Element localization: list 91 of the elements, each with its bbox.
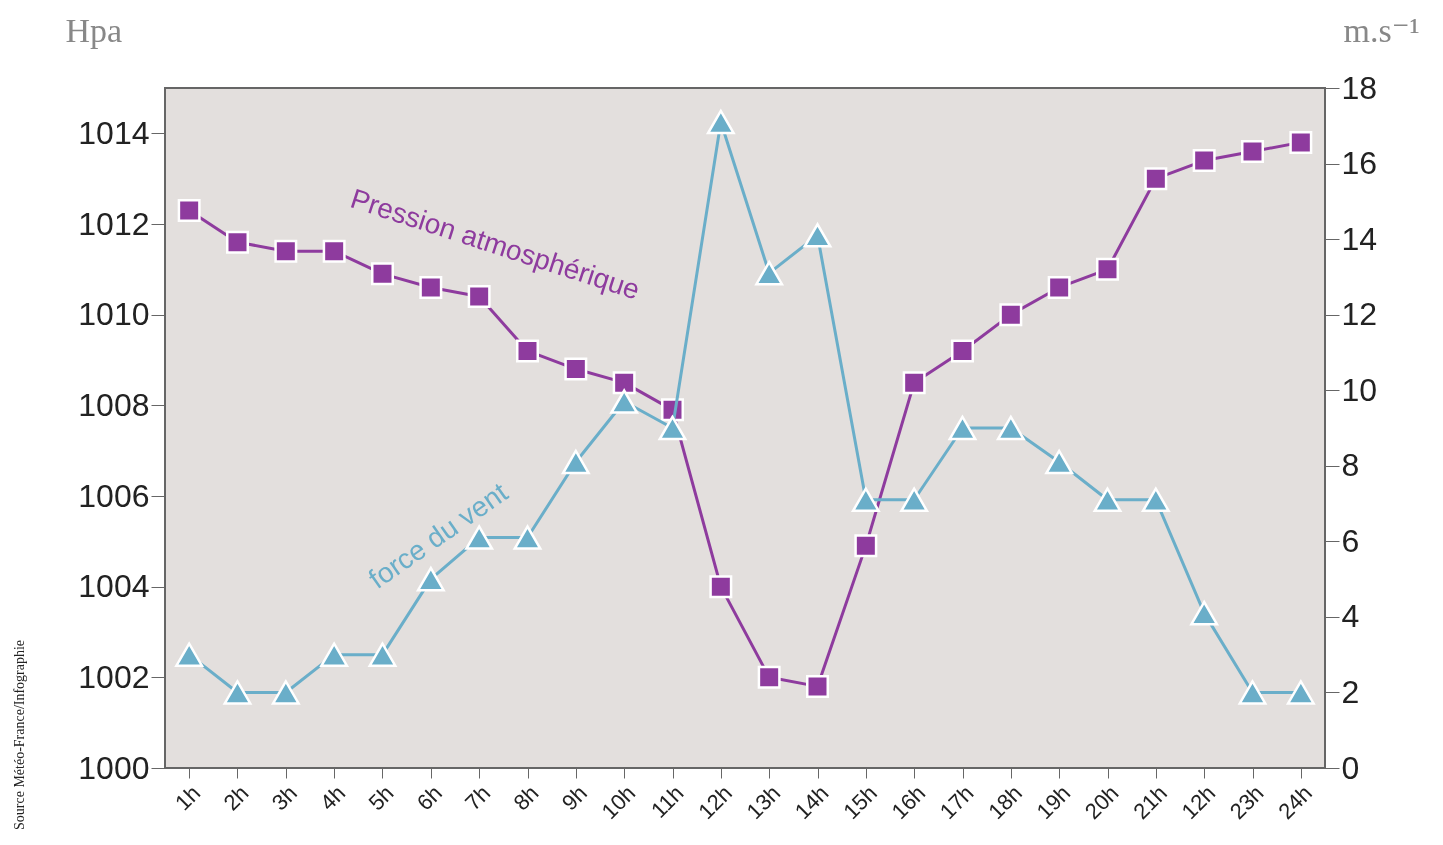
y-tick-label: 1012 (78, 205, 150, 242)
point (271, 680, 300, 705)
x-tick-label: 10h (596, 780, 641, 825)
x-tick-label: 18h (983, 780, 1027, 825)
x-tick-label: 14h (789, 780, 834, 825)
x-tick-label: 9h (556, 780, 592, 816)
point (320, 642, 349, 667)
point (1096, 257, 1119, 281)
y2-tick-label: 8 (1341, 447, 1360, 484)
point (561, 449, 590, 475)
x-tick-label: 24h (1273, 780, 1317, 825)
point (854, 534, 878, 558)
point (177, 198, 201, 222)
x-tick-label: 17h (934, 780, 979, 825)
point (1047, 275, 1071, 299)
point (1289, 130, 1313, 154)
point (371, 262, 394, 286)
x-tick-label: 4h (315, 780, 351, 816)
x-tick-label: 1h (170, 780, 206, 816)
y2-tick-label: 14 (1341, 220, 1378, 257)
x-tick-label: 23h (1224, 780, 1269, 825)
x-tick-label: 2h (218, 780, 254, 816)
point (709, 575, 733, 599)
point (948, 415, 977, 441)
x-tick-label: 11h (646, 780, 689, 823)
y-tick-label: 1010 (78, 296, 150, 333)
point (226, 230, 249, 254)
x-tick-label: 8h (508, 780, 544, 816)
point (175, 642, 204, 667)
point (658, 415, 687, 441)
y2-tick-label: 12 (1341, 296, 1378, 333)
y-tick-label: 1006 (78, 477, 150, 514)
point (900, 487, 929, 513)
point (612, 371, 636, 395)
point (564, 357, 588, 381)
text: force du vent (362, 476, 514, 595)
point (851, 487, 880, 513)
point (1238, 680, 1267, 705)
point (274, 239, 298, 263)
x-tick-label: 21h (1128, 780, 1172, 825)
x-tick-label: 7h (460, 780, 496, 816)
point (706, 109, 735, 135)
point (803, 223, 832, 248)
x-tick-label: 5h (363, 780, 399, 816)
y2-tick-label: 10 (1341, 371, 1378, 408)
x-tick-label: 13h (741, 780, 786, 825)
point (1241, 139, 1264, 163)
y-tick-label: 1004 (78, 568, 150, 605)
point (516, 339, 539, 363)
x-tick-label: 20h (1079, 780, 1124, 825)
source-note: Source Météo-France/Infographie (12, 639, 27, 830)
x-tick-label: 16h (886, 780, 931, 825)
x-tick-label: 12h (693, 780, 737, 825)
x-tick-label: 19h (1031, 780, 1076, 825)
y-tick-label: 1000 (78, 749, 150, 786)
point (465, 525, 494, 550)
point (1144, 167, 1168, 191)
y2-tick-label: 16 (1341, 145, 1378, 182)
point (1190, 600, 1219, 626)
x-tick-label: 12h (1176, 780, 1221, 825)
point (999, 303, 1023, 327)
point (1093, 487, 1122, 513)
y2-tick-label: 0 (1341, 749, 1360, 786)
y2-tick-label: 4 (1341, 598, 1360, 635)
point (902, 371, 926, 395)
point (806, 674, 829, 698)
point (419, 275, 443, 299)
point (757, 665, 781, 689)
y2-tick-label: 18 (1341, 69, 1378, 106)
point (1192, 149, 1216, 173)
y-axis-title: Hpa (65, 11, 123, 49)
x-tick-label: 15h (838, 780, 882, 825)
point (1141, 487, 1170, 513)
y2-axis-title: m.s⁻¹ (1343, 11, 1420, 49)
point (1045, 449, 1074, 475)
point (951, 339, 974, 363)
y2-tick-label: 2 (1341, 673, 1360, 710)
y2-tick-label: 6 (1341, 522, 1360, 559)
point (610, 389, 639, 414)
y-tick-label: 1014 (78, 114, 150, 151)
point (755, 260, 784, 286)
point (996, 415, 1025, 441)
x-tick-label: 3h (266, 780, 302, 816)
point (322, 239, 346, 263)
y-tick-label: 1002 (78, 658, 150, 695)
x-tick-label: 6h (411, 780, 447, 816)
point (368, 642, 397, 667)
point (223, 680, 252, 705)
point (1286, 680, 1315, 705)
y-tick-label: 1008 (78, 386, 150, 423)
point (513, 525, 542, 550)
